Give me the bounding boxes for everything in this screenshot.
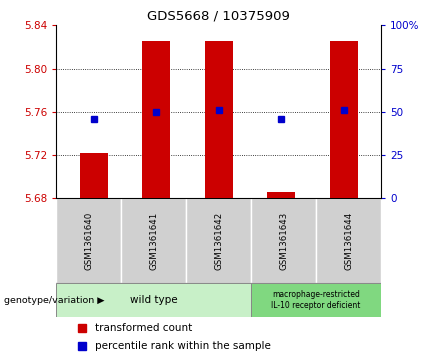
Text: percentile rank within the sample: percentile rank within the sample	[95, 341, 271, 351]
Bar	[56, 283, 251, 317]
Text: GSM1361642: GSM1361642	[214, 211, 223, 270]
Bar	[205, 41, 233, 198]
Bar	[121, 198, 186, 283]
Text: GSM1361640: GSM1361640	[84, 211, 93, 270]
Text: GSM1361644: GSM1361644	[344, 211, 353, 270]
Bar	[56, 198, 121, 283]
Text: wild type: wild type	[130, 295, 178, 305]
Text: transformed count: transformed count	[95, 323, 193, 333]
Bar	[186, 198, 251, 283]
Title: GDS5668 / 10375909: GDS5668 / 10375909	[147, 10, 290, 23]
Bar	[316, 198, 381, 283]
Bar	[80, 153, 108, 198]
Bar	[251, 198, 316, 283]
Text: genotype/variation ▶: genotype/variation ▶	[4, 295, 105, 305]
Bar	[267, 192, 295, 198]
Bar	[142, 41, 170, 198]
Text: GSM1361641: GSM1361641	[149, 211, 158, 270]
Text: GSM1361643: GSM1361643	[279, 211, 288, 270]
Bar	[251, 283, 381, 317]
Bar	[330, 41, 358, 198]
Text: macrophage-restricted
IL-10 receptor deficient: macrophage-restricted IL-10 receptor def…	[271, 290, 361, 310]
